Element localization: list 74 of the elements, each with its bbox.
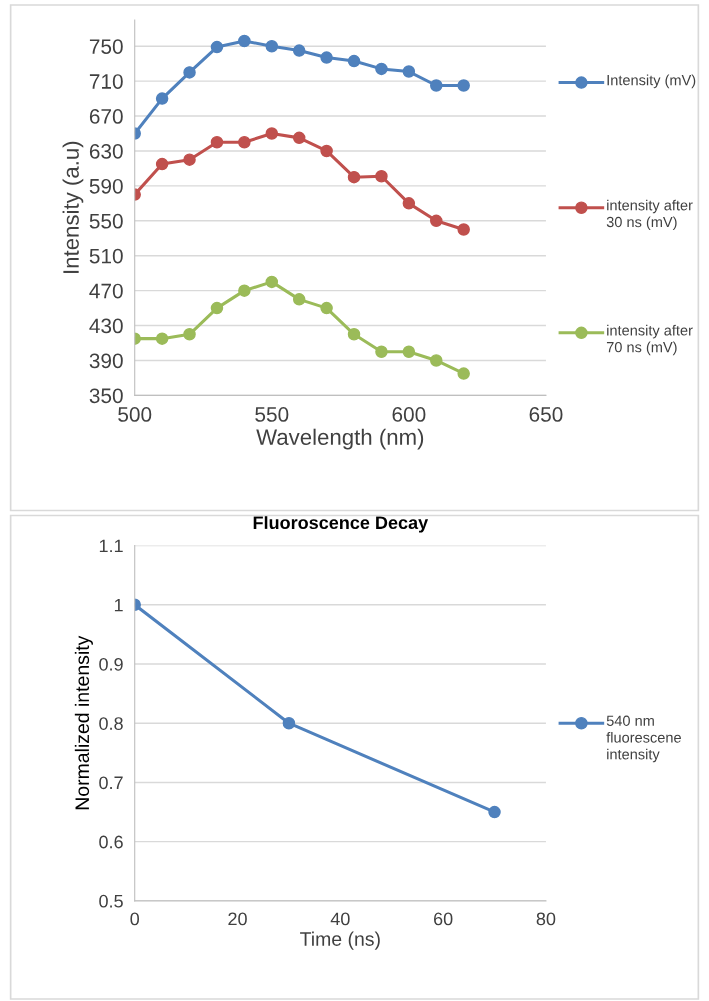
- y-tick-label: 0.5: [99, 894, 123, 908]
- point: [155, 157, 169, 171]
- point: [155, 332, 169, 345]
- point: [210, 301, 224, 315]
- point: [430, 354, 443, 367]
- x-tick-label: 40: [330, 912, 350, 926]
- point: [183, 153, 196, 166]
- point: [292, 131, 306, 145]
- y-tick-label: 710: [89, 74, 123, 89]
- point: [292, 293, 306, 306]
- y-tick-label: 590: [89, 178, 123, 194]
- point: [155, 92, 169, 105]
- x-tick-label: 600: [392, 407, 426, 422]
- point: [402, 65, 416, 78]
- y-tick-label: 550: [89, 213, 123, 229]
- point: [347, 170, 361, 184]
- point: [488, 805, 501, 819]
- x-tick-label: 20: [228, 912, 247, 926]
- point: [320, 144, 333, 158]
- point: [183, 66, 196, 79]
- point: [265, 127, 279, 140]
- point: [375, 345, 388, 358]
- x-tick-label: 80: [536, 912, 556, 926]
- point: [375, 170, 388, 183]
- y-tick-label: 0.6: [99, 835, 123, 849]
- point: [402, 197, 416, 210]
- point: [210, 135, 224, 149]
- point: [265, 39, 279, 53]
- y-tick-label: 0.8: [99, 717, 123, 730]
- point: [320, 301, 333, 315]
- point: [430, 214, 443, 228]
- point: [210, 40, 224, 54]
- y-tick-label: 470: [89, 283, 123, 299]
- y-axis-title: Intensity (a.u): [62, 141, 84, 273]
- legend-label: intensity after 70 ns (mV): [606, 324, 693, 356]
- point: [347, 328, 361, 341]
- point: [402, 345, 416, 358]
- x-tick-label: 60: [434, 912, 453, 926]
- y-tick-label: 750: [89, 39, 123, 54]
- point: [238, 135, 251, 149]
- legend-label: Intensity (mV): [607, 74, 696, 89]
- point: [238, 284, 251, 297]
- point: [320, 51, 333, 64]
- point: [430, 79, 443, 92]
- y-tick-label: 430: [89, 318, 123, 334]
- point: [282, 716, 296, 730]
- x-tick-label: 0: [130, 912, 140, 926]
- y-tick-label: 0.9: [99, 657, 123, 671]
- y-tick-label: 0.7: [99, 776, 123, 790]
- point: [292, 44, 306, 57]
- x-tick-label: 500: [118, 407, 152, 422]
- y-tick-label: 390: [89, 353, 123, 369]
- legend-label: 540 nm fluorescene intensity: [606, 715, 681, 763]
- legend-label: intensity after 30 ns (mV): [606, 199, 693, 231]
- point: [375, 62, 388, 76]
- point: [183, 328, 196, 341]
- y-tick-label: 630: [89, 143, 123, 159]
- y-tick-label: 510: [89, 248, 123, 264]
- point: [347, 54, 361, 68]
- x-axis-title: Time (ns): [300, 931, 380, 950]
- point: [457, 79, 470, 92]
- point: [457, 367, 470, 380]
- x-axis-title: Wavelength (nm): [256, 428, 424, 450]
- y-tick-label: 1: [114, 598, 123, 612]
- y-axis-title: Normalized intensity: [74, 635, 93, 810]
- x-tick-label: 650: [529, 407, 563, 422]
- y-tick-label: 670: [89, 109, 123, 124]
- chart-title: Fluoroscence Decay: [253, 515, 429, 533]
- y-tick-label: 1.1: [99, 539, 123, 553]
- point: [457, 223, 470, 236]
- point: [265, 275, 279, 289]
- point: [238, 34, 251, 48]
- y-tick-label: 350: [89, 388, 123, 404]
- x-tick-label: 550: [255, 407, 289, 422]
